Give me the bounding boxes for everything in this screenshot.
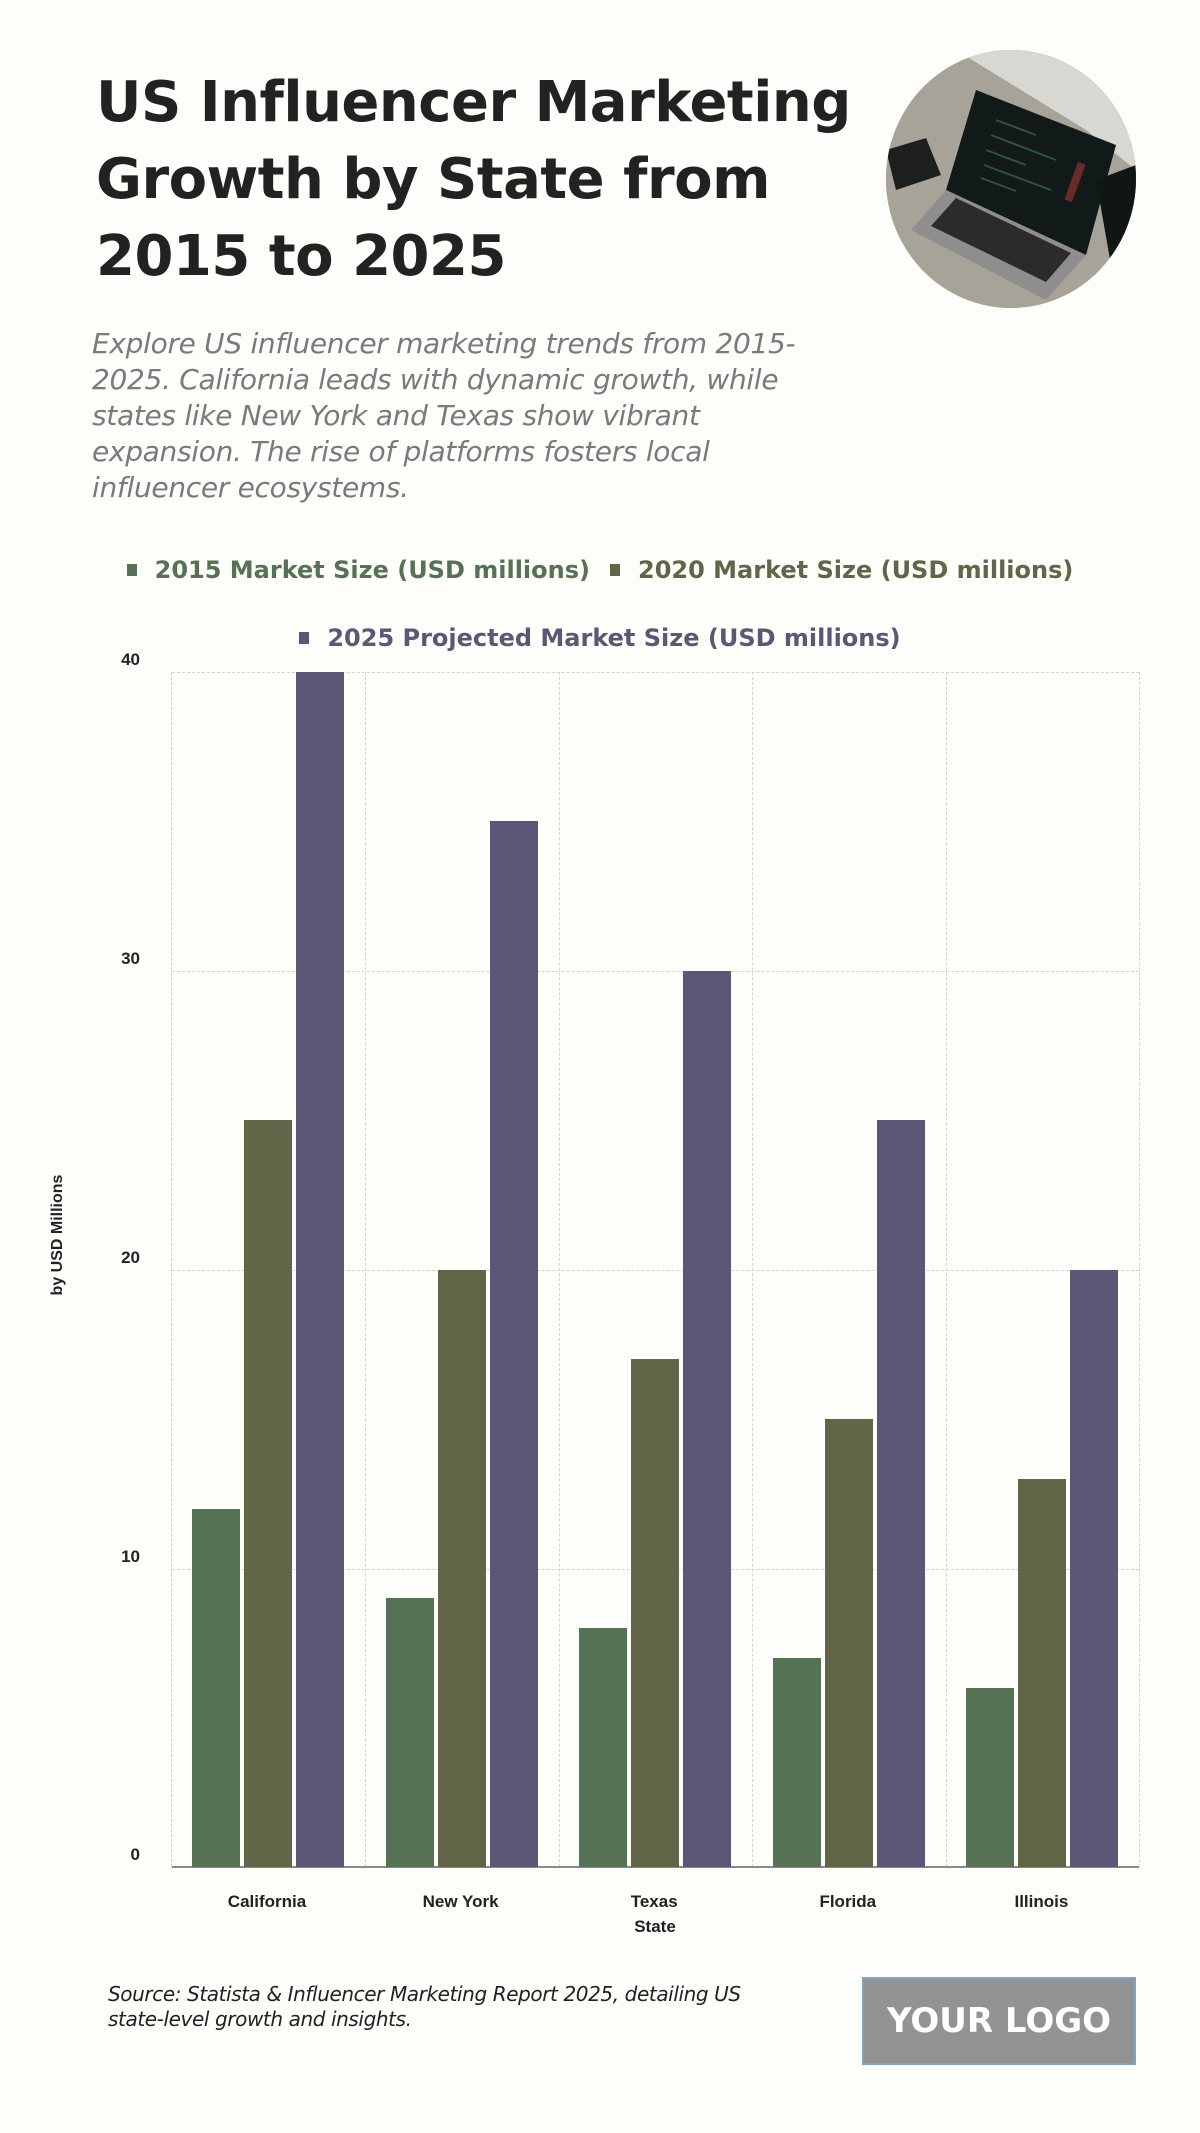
bar-new-york-2015 — [385, 1598, 434, 1867]
gridline-40 — [172, 672, 1139, 673]
legend-swatch-2020-icon — [610, 564, 620, 576]
gridline-30 — [172, 971, 1139, 972]
bar-california-2015 — [192, 1508, 240, 1867]
x-tick-california: California — [227, 1892, 307, 1911]
logo-placeholder: YOUR LOGO — [862, 1977, 1136, 2065]
laptop-photo — [886, 50, 1136, 308]
laptop-image-icon — [886, 50, 1136, 308]
x-tick-new-york: New York — [422, 1892, 499, 1911]
bar-illinois-2015 — [966, 1687, 1015, 1867]
legend-label-2025: 2025 Projected Market Size (USD millions… — [327, 624, 901, 652]
subtitle: Explore US influencer marketing trends f… — [92, 327, 796, 504]
bar-california-2020 — [244, 1120, 292, 1867]
page-title: US Influencer Marketing Growth by State … — [96, 70, 851, 289]
legend-label-2015: 2015 Market Size (USD millions) — [154, 556, 590, 584]
bar-new-york-2025 — [489, 821, 538, 1867]
bar-new-york-2020 — [437, 1269, 486, 1867]
legend-row-1: 2015 Market Size (USD millions) 2020 Mar… — [0, 556, 1200, 584]
bar-illinois-2025 — [1070, 1269, 1119, 1867]
y-tick-30: 30 — [121, 949, 140, 968]
legend-swatch-2025-icon — [299, 632, 310, 644]
legend-item-2020: 2020 Market Size (USD millions) — [610, 556, 1073, 584]
gridline-v — [752, 672, 753, 1867]
plot-area — [171, 672, 1140, 1868]
bar-florida-2015 — [772, 1657, 821, 1867]
gridline-v — [1139, 672, 1140, 1867]
gridline-20 — [172, 1270, 1139, 1271]
x-axis-label: State — [634, 1917, 676, 1936]
source-note: Source: Statista & Influencer Marketing … — [108, 1982, 741, 2031]
y-tick-20: 20 — [121, 1248, 140, 1267]
y-tick-10: 10 — [121, 1547, 140, 1566]
bar-texas-2020 — [631, 1359, 680, 1867]
bar-california-2025 — [296, 672, 344, 1867]
x-tick-illinois: Illinois — [1014, 1892, 1069, 1911]
x-tick-florida: Florida — [819, 1892, 877, 1911]
gridline-v — [946, 672, 947, 1867]
x-tick-texas: Texas — [630, 1892, 678, 1911]
x-axis-line — [172, 1866, 1139, 1868]
gridline-v — [365, 672, 366, 1867]
bar-florida-2020 — [824, 1418, 873, 1867]
legend-label-2020: 2020 Market Size (USD millions) — [638, 556, 1074, 584]
bar-texas-2015 — [579, 1628, 628, 1867]
legend-swatch-2015-icon — [126, 564, 137, 576]
legend-item-2025: 2025 Projected Market Size (USD millions… — [299, 624, 901, 652]
bar-texas-2025 — [683, 970, 732, 1867]
legend-row-2: 2025 Projected Market Size (USD millions… — [0, 624, 1200, 652]
legend-item-2015: 2015 Market Size (USD millions) — [126, 556, 590, 584]
y-tick-0: 0 — [130, 1845, 140, 1864]
y-axis-label: by USD Millions — [49, 1174, 66, 1296]
y-tick-40: 40 — [121, 650, 140, 669]
bar-florida-2025 — [876, 1120, 925, 1867]
gridline-v — [559, 672, 560, 1867]
bar-illinois-2020 — [1018, 1478, 1067, 1867]
